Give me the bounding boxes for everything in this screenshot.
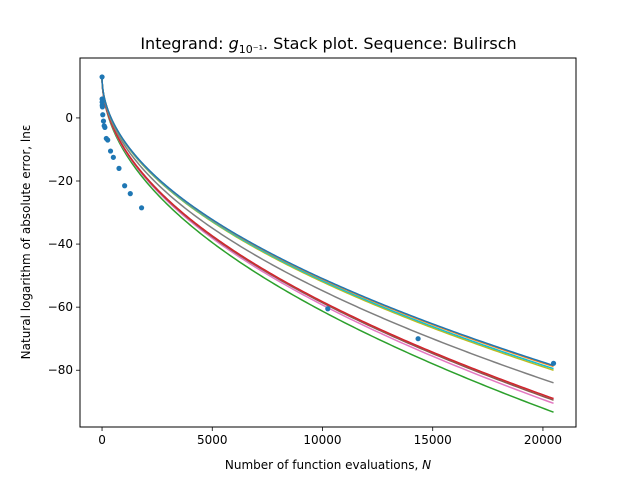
data-point — [116, 165, 122, 171]
x-axis-label: Number of function evaluations, N — [225, 458, 431, 472]
data-point — [99, 74, 105, 80]
y-tick-label: −60 — [48, 300, 73, 314]
x-tick-label: 10000 — [303, 433, 341, 447]
y-axis-ticks: 0 −20 −40 −60 −80 — [48, 111, 80, 377]
y-tick-label: −40 — [48, 237, 73, 251]
data-point — [127, 191, 133, 197]
series-line — [101, 78, 554, 368]
x-tick-label: 15000 — [414, 433, 452, 447]
data-point — [138, 205, 145, 211]
chart-title: Integrand: g10⁻¹. Stack plot. Sequence: … — [140, 34, 516, 56]
data-point — [100, 118, 107, 124]
data-point — [102, 124, 108, 130]
series-line — [101, 78, 554, 371]
series-line — [101, 79, 554, 413]
y-axis-label: Natural logarithm of absolute error, lnε — [19, 125, 33, 360]
data-point — [99, 104, 106, 110]
x-axis-ticks: 0 5000 10000 15000 20000 — [98, 427, 562, 447]
y-tick-label: 0 — [65, 111, 73, 125]
x-tick-label: 0 — [98, 433, 106, 447]
series-line — [101, 79, 554, 384]
series-line — [101, 78, 554, 370]
series-line — [101, 79, 554, 405]
x-tick-label: 5000 — [197, 433, 228, 447]
x-tick-label: 20000 — [524, 433, 562, 447]
axes-frame — [79, 57, 577, 428]
y-tick-label: −20 — [48, 174, 73, 188]
series-line — [101, 79, 554, 400]
data-point — [107, 148, 114, 154]
data-point — [122, 183, 128, 189]
data-point — [100, 112, 106, 118]
data-point — [325, 306, 331, 312]
data-point — [550, 360, 557, 366]
series-line — [101, 78, 554, 367]
series-line — [101, 79, 554, 400]
data-point — [110, 154, 116, 160]
data-point — [105, 137, 111, 143]
y-tick-label: −80 — [48, 363, 73, 377]
plot-area — [99, 74, 557, 413]
data-point — [415, 336, 421, 342]
series-line — [101, 79, 554, 401]
